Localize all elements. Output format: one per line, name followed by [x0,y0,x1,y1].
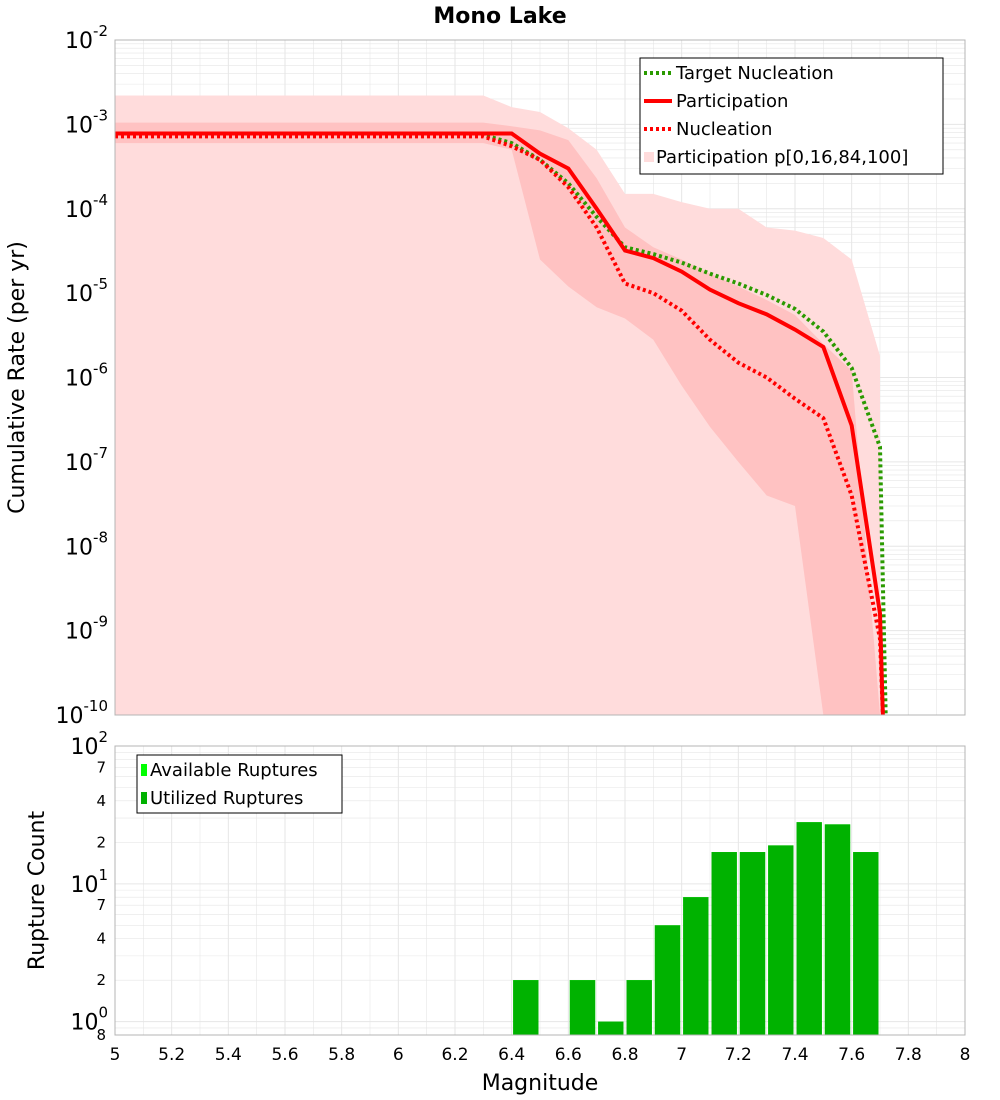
x-tick-label: 7.2 [725,1045,752,1065]
rate-frame [114,39,966,716]
bar-utilized-ruptures [513,980,539,1035]
y-tick-label: 10-7 [65,444,108,476]
rate-lines [115,131,888,716]
count-bars [513,822,879,1035]
bar-utilized-ruptures [768,845,794,1035]
band-inner [115,122,880,715]
x-tick-label: 5.8 [328,1045,355,1065]
rate-y-axis-label: Cumulative Rate (per yr) [5,241,30,514]
bar-utilized-ruptures [853,852,879,1035]
x-tick-label: 7.6 [838,1045,865,1065]
y-tick-label: 10-2 [65,22,108,54]
bar-utilized-ruptures [824,824,851,1035]
legend-label: Available Ruptures [150,760,318,781]
bar-utilized-ruptures [598,1021,624,1035]
bar-utilized-ruptures [654,925,681,1035]
count-frame [114,745,966,1036]
rate-legend: Target Nucleation Participation Nucleation… [639,57,944,175]
rate-y-ticks: 10-2 10-3 10-4 10-5 10-6 10-7 10-8 10-9 10-10 [56,22,109,729]
bar-utilized-ruptures [569,980,596,1035]
bar-utilized-ruptures [739,852,766,1035]
x-tick-label: 7.4 [781,1045,808,1065]
y-tick-label: 10-10 [56,697,109,729]
x-tick-label: 5.4 [215,1045,242,1065]
y-tick-label: 10-8 [65,528,108,560]
count-x-ticks: 5 5.2 5.4 5.6 5.8 6 6.2 6.4 6.6 6.8 7 7.2 7.4 7.6 7.8 8 [110,1045,971,1065]
bar-utilized-ruptures [796,822,822,1035]
y-tick-label: 101 [70,866,108,898]
legend-label: Nucleation [676,119,772,140]
y-tick-label: 7 [96,896,106,914]
x-tick-label: 6 [393,1045,404,1065]
y-tick-label: 10-6 [65,360,108,392]
band-outer [115,95,880,715]
legend-swatch [141,792,147,804]
legend-swatch [141,764,147,776]
y-tick-label: 8 [96,1026,106,1044]
y-tick-label: 2 [96,971,106,989]
x-tick-label: 5.6 [271,1045,298,1065]
y-tick-label: 4 [96,792,106,810]
legend-box [136,754,343,814]
bar-utilized-ruptures [626,980,652,1035]
bar-utilized-ruptures [683,897,709,1035]
y-tick-label: 2 [96,833,106,851]
y-tick-label: 4 [96,930,106,948]
legend-swatch [644,152,654,162]
y-tick-label: 10-4 [65,191,108,223]
bar-utilized-ruptures [711,852,737,1035]
count-legend: Available Ruptures Utilized Ruptures [136,754,343,814]
y-tick-label: 10-3 [65,106,108,138]
y-tick-label: 10-9 [65,613,108,645]
x-tick-label: 5 [110,1045,121,1065]
legend-label: Target Nucleation [675,63,834,84]
x-tick-label: 7 [676,1045,687,1065]
series-line-nucleation [115,134,885,716]
x-tick-label: 6.2 [441,1045,468,1065]
x-axis-label: Magnitude [482,1071,599,1096]
legend-box [639,57,944,175]
legend-label: Utilized Ruptures [150,788,303,809]
x-tick-label: 6.6 [555,1045,582,1065]
x-tick-label: 8 [960,1045,971,1065]
chart-title: Mono Lake [433,4,566,29]
y-tick-label: 100 [70,1004,108,1036]
y-tick-label: 7 [96,758,106,776]
x-tick-label: 6.8 [611,1045,638,1065]
count-y-axis-label: Rupture Count [25,811,50,971]
rate-panel: 10-2 10-3 10-4 10-5 10-6 10-7 10-8 10-9 10-10 Cu… [5,22,966,729]
y-tick-label: 102 [70,728,108,760]
participation-band [115,95,880,715]
legend-label: Participation [676,91,788,112]
y-tick-label: 10-5 [65,275,108,307]
x-tick-label: 7.8 [895,1045,922,1065]
legend-label: Participation p[0,16,84,100] [656,147,908,168]
series-line-participation [115,131,885,716]
x-tick-label: 6.4 [498,1045,525,1065]
x-tick-label: 5.2 [158,1045,185,1065]
